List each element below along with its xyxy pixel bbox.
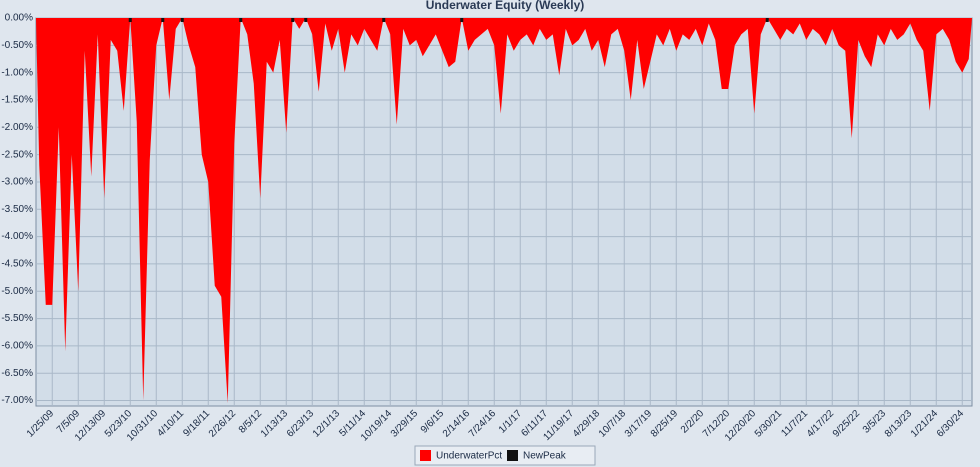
x-tick-label: 9/18/11 <box>181 408 212 439</box>
plot-area <box>35 17 973 407</box>
chart-title: Underwater Equity (Weekly) <box>426 0 584 12</box>
new-peak-marker <box>304 18 308 22</box>
x-tick-label: 9/25/22 <box>831 408 863 440</box>
new-peak-marker <box>180 18 184 22</box>
y-tick-label: -4.50% <box>1 259 33 270</box>
x-tick-label: 4/29/18 <box>571 408 603 440</box>
legend <box>414 445 596 466</box>
x-tick-label: 2/26/12 <box>207 408 239 440</box>
x-tick-label: 4/10/11 <box>155 408 186 439</box>
x-tick-label: 5/30/21 <box>753 408 785 440</box>
y-tick-label: -6.50% <box>1 368 33 379</box>
legend-label: UnderwaterPct <box>436 451 502 462</box>
y-tick-label: -1.50% <box>1 95 33 106</box>
x-tick-label: 6/23/13 <box>285 408 317 440</box>
new-peak-marker <box>460 18 464 22</box>
y-tick-label: -2.00% <box>1 122 33 133</box>
y-tick-label: -4.00% <box>1 231 33 242</box>
x-tick-label: 8/13/23 <box>883 408 915 440</box>
x-tick-label: 8/25/19 <box>649 408 681 440</box>
y-tick-label: -5.00% <box>1 286 33 297</box>
x-tick-label: 1/13/13 <box>259 408 291 440</box>
x-tick-label: 1/21/24 <box>909 408 941 440</box>
y-tick-label: -3.00% <box>1 177 33 188</box>
y-tick-label: -7.00% <box>1 395 33 406</box>
new-peak-marker <box>382 18 386 22</box>
x-tick-label: 2/14/16 <box>441 408 473 440</box>
new-peak-marker <box>239 18 243 22</box>
y-tick-label: 0.00% <box>5 13 33 24</box>
x-tick-label: 11/7/21 <box>779 408 810 439</box>
legend-label: NewPeak <box>523 451 567 462</box>
new-peak-marker <box>765 18 769 22</box>
x-tick-label: 7/24/16 <box>467 408 499 440</box>
legend-swatch <box>507 450 518 461</box>
x-tick-label: 12/1/13 <box>311 408 343 440</box>
new-peak-marker <box>128 18 132 22</box>
y-tick-label: -1.00% <box>1 67 33 78</box>
x-tick-label: 6/30/24 <box>935 408 967 440</box>
legend-swatch <box>420 450 431 461</box>
x-tick-label: 10/7/18 <box>597 408 629 440</box>
x-tick-label: 3/29/15 <box>389 408 421 440</box>
y-tick-label: -0.50% <box>1 40 33 51</box>
y-tick-label: -5.50% <box>1 313 33 324</box>
new-peak-marker <box>161 18 165 22</box>
underwater-area <box>36 18 972 404</box>
new-peak-marker <box>291 18 295 22</box>
y-tick-label: -2.50% <box>1 149 33 160</box>
y-tick-label: -6.00% <box>1 341 33 352</box>
x-tick-label: 3/17/19 <box>623 408 655 440</box>
x-tick-label: 4/17/22 <box>805 408 837 440</box>
y-tick-label: -3.50% <box>1 204 33 215</box>
x-tick-label: 1/25/09 <box>25 408 57 440</box>
